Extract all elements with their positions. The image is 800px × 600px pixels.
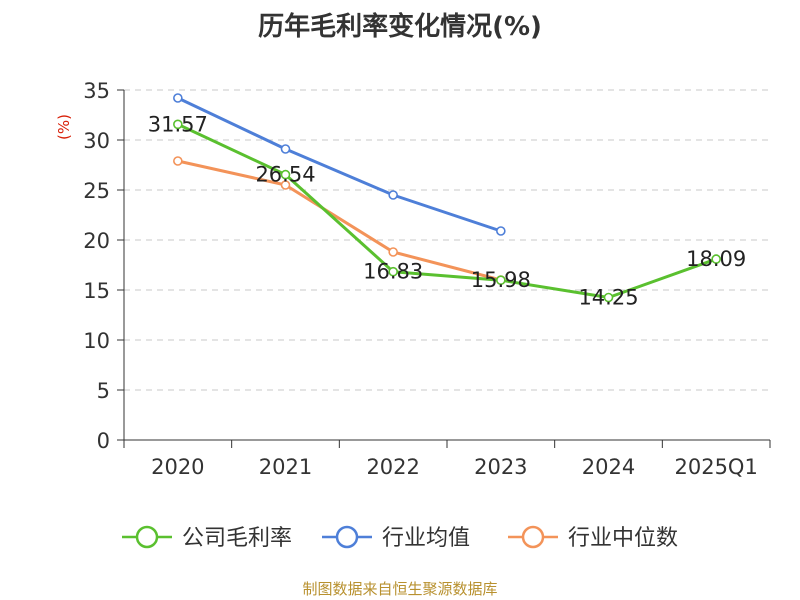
y-tick-label: 10 bbox=[83, 329, 110, 353]
data-label: 31.57 bbox=[148, 112, 208, 136]
data-point bbox=[280, 144, 291, 154]
data-label: 16.83 bbox=[363, 260, 423, 284]
data-point bbox=[173, 119, 183, 130]
x-tick-label: 2025Q1 bbox=[674, 455, 757, 479]
data-point bbox=[173, 93, 183, 103]
y-axis-label: (%) bbox=[55, 114, 73, 140]
data-point bbox=[388, 190, 398, 200]
data-labels: 31.57 26.54 16.83 15.98 14.25 18.09 bbox=[148, 112, 746, 309]
data-point bbox=[388, 247, 398, 257]
y-tick-label: 30 bbox=[83, 129, 110, 153]
grid-lines bbox=[124, 89, 770, 391]
x-tick-labels: 2020 2021 2022 2023 2024 2025Q1 bbox=[151, 455, 758, 479]
legend: 公司毛利率 行业均值 行业中位数 bbox=[122, 525, 678, 551]
data-label: 15.98 bbox=[471, 268, 531, 292]
series-line bbox=[177, 96, 502, 233]
x-tick-label: 2024 bbox=[582, 455, 635, 479]
data-point bbox=[173, 156, 183, 166]
source-note: 制图数据来自恒生聚源数据库 bbox=[302, 580, 498, 598]
legend-marker bbox=[521, 525, 545, 549]
data-label: 14.25 bbox=[578, 286, 638, 310]
series-line bbox=[177, 122, 717, 299]
data-point bbox=[496, 275, 506, 286]
y-tick-label: 25 bbox=[83, 179, 110, 203]
legend-item[interactable]: 公司毛利率 bbox=[122, 525, 292, 551]
data-label: 26.54 bbox=[255, 163, 315, 187]
legend-marker bbox=[335, 525, 359, 549]
data-point bbox=[496, 226, 506, 236]
y-tick-label: 0 bbox=[97, 429, 110, 453]
legend-marker bbox=[135, 525, 159, 549]
chart-title: 历年毛利率变化情况(%) bbox=[258, 12, 542, 42]
y-tick-label: 20 bbox=[83, 229, 110, 253]
x-tick-label: 2023 bbox=[474, 455, 527, 479]
data-point bbox=[711, 254, 721, 264]
y-tick-label: 5 bbox=[97, 379, 110, 403]
x-tick-label: 2022 bbox=[366, 455, 419, 479]
y-tick-label: 15 bbox=[83, 279, 110, 303]
data-label: 18.09 bbox=[686, 247, 746, 271]
legend-item[interactable]: 行业中位数 bbox=[508, 525, 678, 551]
legend-label: 行业中位数 bbox=[568, 526, 678, 551]
series-lines bbox=[177, 96, 717, 299]
y-tick-label: 35 bbox=[83, 79, 110, 103]
legend-item[interactable]: 行业均值 bbox=[322, 525, 470, 551]
data-point bbox=[280, 180, 291, 190]
series-points bbox=[173, 93, 721, 303]
series-line bbox=[177, 159, 502, 282]
data-point bbox=[388, 266, 398, 277]
axes bbox=[117, 89, 771, 448]
x-tick-label: 2021 bbox=[259, 455, 312, 479]
legend-label: 公司毛利率 bbox=[182, 526, 292, 551]
x-tick-label: 2020 bbox=[151, 455, 204, 479]
legend-label: 行业均值 bbox=[382, 526, 470, 551]
y-tick-labels: 0 5 10 15 20 25 30 35 bbox=[83, 79, 110, 453]
data-point bbox=[280, 169, 291, 180]
data-point bbox=[603, 292, 614, 303]
